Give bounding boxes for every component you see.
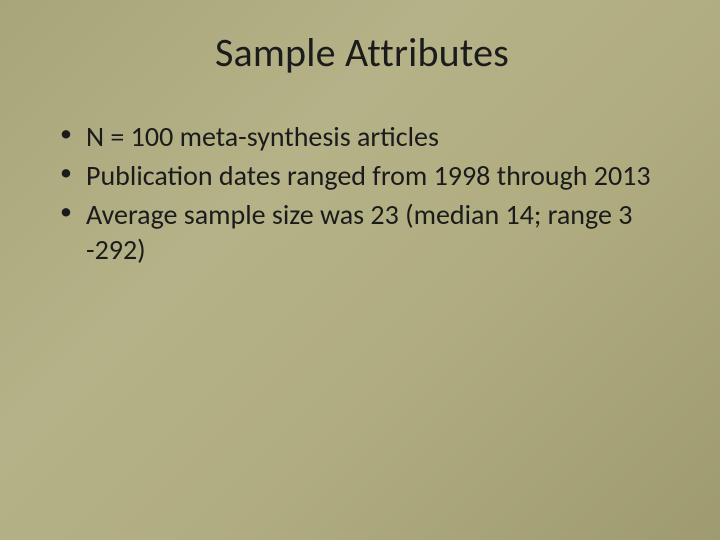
list-item: Publication dates ranged from 1998 throu…	[56, 158, 674, 193]
list-item: N = 100 meta-synthesis articles	[56, 119, 674, 154]
bullet-list: N = 100 meta-synthesis articles Publicat…	[50, 119, 674, 271]
slide: Sample Attributes N = 100 meta-synthesis…	[0, 0, 720, 540]
list-item: Average sample size was 23 (median 14; r…	[56, 197, 674, 267]
slide-title: Sample Attributes	[50, 28, 674, 77]
